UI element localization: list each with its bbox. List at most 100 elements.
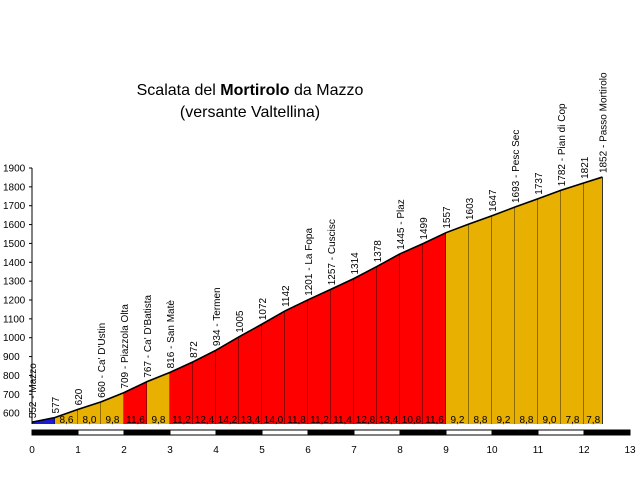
segment-grade-label: 11,2 xyxy=(172,415,191,426)
segment-fill xyxy=(170,361,193,424)
gradient-labels: 8,6 8,0 9,8 11,6 9,8 11,2 12,4 14,2 13,4 14,0 11,8… xyxy=(60,415,601,426)
x-tick-label: 12 xyxy=(578,445,590,456)
segment-fill xyxy=(101,392,124,424)
x-tick-label: 0 xyxy=(29,445,35,456)
segment-fill xyxy=(285,299,308,424)
y-tick-label: 1800 xyxy=(3,182,26,193)
x-axis-bar-segment xyxy=(169,429,217,436)
segment-grade-label: 11,6 xyxy=(425,415,444,426)
chart-title: Scalata del Mortirolo da Mazzo xyxy=(137,82,364,99)
point-label: 816 - San Matè xyxy=(166,300,177,369)
point-labels: 552 - Mazzo 577 620 660 - Ca' D'Ustin 709 - … xyxy=(28,72,609,418)
gradient-segments xyxy=(32,177,603,424)
x-axis-bar-segment xyxy=(583,429,631,436)
segment-fill xyxy=(446,224,469,424)
x-tick-label: 11 xyxy=(533,445,544,456)
point-label: 1852 - Passo Mortirolo xyxy=(598,72,609,173)
x-axis-bar-segment xyxy=(353,429,401,436)
y-tick-label: 1100 xyxy=(3,314,25,325)
segment-grade-label: 9,2 xyxy=(497,415,511,426)
point-label: 767 - Ca' D'Batista xyxy=(143,294,154,377)
segment-grade-label: 8,6 xyxy=(60,415,74,426)
segment-grade-label: 11,8 xyxy=(287,415,306,426)
y-axis: 600 700 800 900 1000 1100 1200 1300 1400 1500 1600… xyxy=(3,164,33,424)
point-label: 552 - Mazzo xyxy=(28,363,39,418)
y-tick-label: 600 xyxy=(3,409,20,420)
segment-fill xyxy=(400,243,423,424)
point-label: 1445 - Plaz xyxy=(396,199,407,250)
x-axis-bar-segment xyxy=(537,429,585,436)
x-tick-label: 1 xyxy=(75,445,81,456)
point-label: 1142 xyxy=(281,285,292,307)
point-label: 934 - Termen xyxy=(212,287,223,346)
segment-grade-label: 8,8 xyxy=(520,415,534,426)
segment-grade-label: 9,8 xyxy=(152,415,166,426)
segment-fill xyxy=(469,215,492,424)
segment-fill xyxy=(377,253,400,424)
point-label: 872 xyxy=(189,341,200,358)
point-label: 1782 - Pian di Cop xyxy=(557,103,568,186)
segment-grade-label: 14,0 xyxy=(264,415,284,426)
y-tick-label: 800 xyxy=(3,371,20,382)
point-label: 660 - Ca' D'Ustin xyxy=(97,323,108,398)
y-tick-label: 900 xyxy=(3,352,20,363)
point-label: 1005 xyxy=(235,310,246,333)
segment-fill xyxy=(331,278,354,424)
x-tick-label: 7 xyxy=(351,445,357,456)
segment-grade-label: 9,0 xyxy=(543,415,557,426)
segment-fill xyxy=(515,198,538,424)
segment-grade-label: 7,8 xyxy=(566,415,580,426)
x-tick-label: 3 xyxy=(167,445,173,456)
segment-fill xyxy=(584,177,603,424)
x-axis-bar-segment xyxy=(445,429,493,436)
segment-grade-label: 7,8 xyxy=(586,415,600,426)
y-tick-label: 1200 xyxy=(3,296,26,307)
segment-fill xyxy=(193,350,216,424)
segment-fill xyxy=(308,289,331,424)
x-tick-label: 13 xyxy=(624,445,636,456)
segment-fill xyxy=(147,372,170,424)
x-axis-bar-segment xyxy=(123,429,171,436)
x-tick-label: 5 xyxy=(259,445,265,456)
point-label: 1314 xyxy=(350,252,361,275)
segment-grade-label: 11,6 xyxy=(126,415,145,426)
x-axis: 0 1 2 3 4 5 6 7 8 9 10 11 12 13 xyxy=(29,429,636,456)
point-label: 577 xyxy=(51,396,62,413)
y-tick-label: 1500 xyxy=(3,239,26,250)
x-axis-bar-segment xyxy=(399,429,447,436)
segment-grade-label: 11,4 xyxy=(333,415,352,426)
segment-fill xyxy=(492,207,515,424)
point-label: 709 - Piazzola Olta xyxy=(120,304,131,389)
point-label: 620 xyxy=(74,388,85,405)
profile-line xyxy=(31,176,603,423)
chart-subtitle: (versante Valtellina) xyxy=(180,104,320,121)
point-label: 1201 - La Fopa xyxy=(304,228,315,296)
segment-fill xyxy=(538,190,561,424)
point-label: 1378 xyxy=(373,240,384,263)
x-tick-label: 6 xyxy=(305,445,311,456)
point-label: 1603 xyxy=(465,197,476,220)
segment-grade-label: 9,8 xyxy=(106,415,120,426)
y-tick-label: 700 xyxy=(3,390,20,401)
x-axis-bar-segment xyxy=(261,429,309,436)
segment-fill xyxy=(216,336,239,424)
segment-fill xyxy=(423,232,446,424)
segment-fill xyxy=(239,324,262,424)
segment-fill xyxy=(78,401,101,424)
y-tick-label: 1600 xyxy=(3,220,26,231)
x-tick-label: 8 xyxy=(397,445,403,456)
y-tick-label: 1700 xyxy=(3,201,26,212)
segment-fill xyxy=(124,381,147,424)
point-label: 1557 xyxy=(442,206,453,229)
point-label: 1072 xyxy=(258,297,269,320)
segment-fill xyxy=(354,266,377,424)
profile-line-group xyxy=(31,176,603,423)
segment-grade-label: 10,8 xyxy=(402,415,422,426)
segment-grade-label: 14,2 xyxy=(218,415,238,426)
x-axis-bar-segment xyxy=(491,429,539,436)
segment-grade-label: 12,8 xyxy=(356,415,376,426)
x-tick-label: 2 xyxy=(121,445,127,456)
x-axis-bar-segment xyxy=(31,429,79,436)
point-label: 1693 - Pesc Sec xyxy=(511,130,522,203)
